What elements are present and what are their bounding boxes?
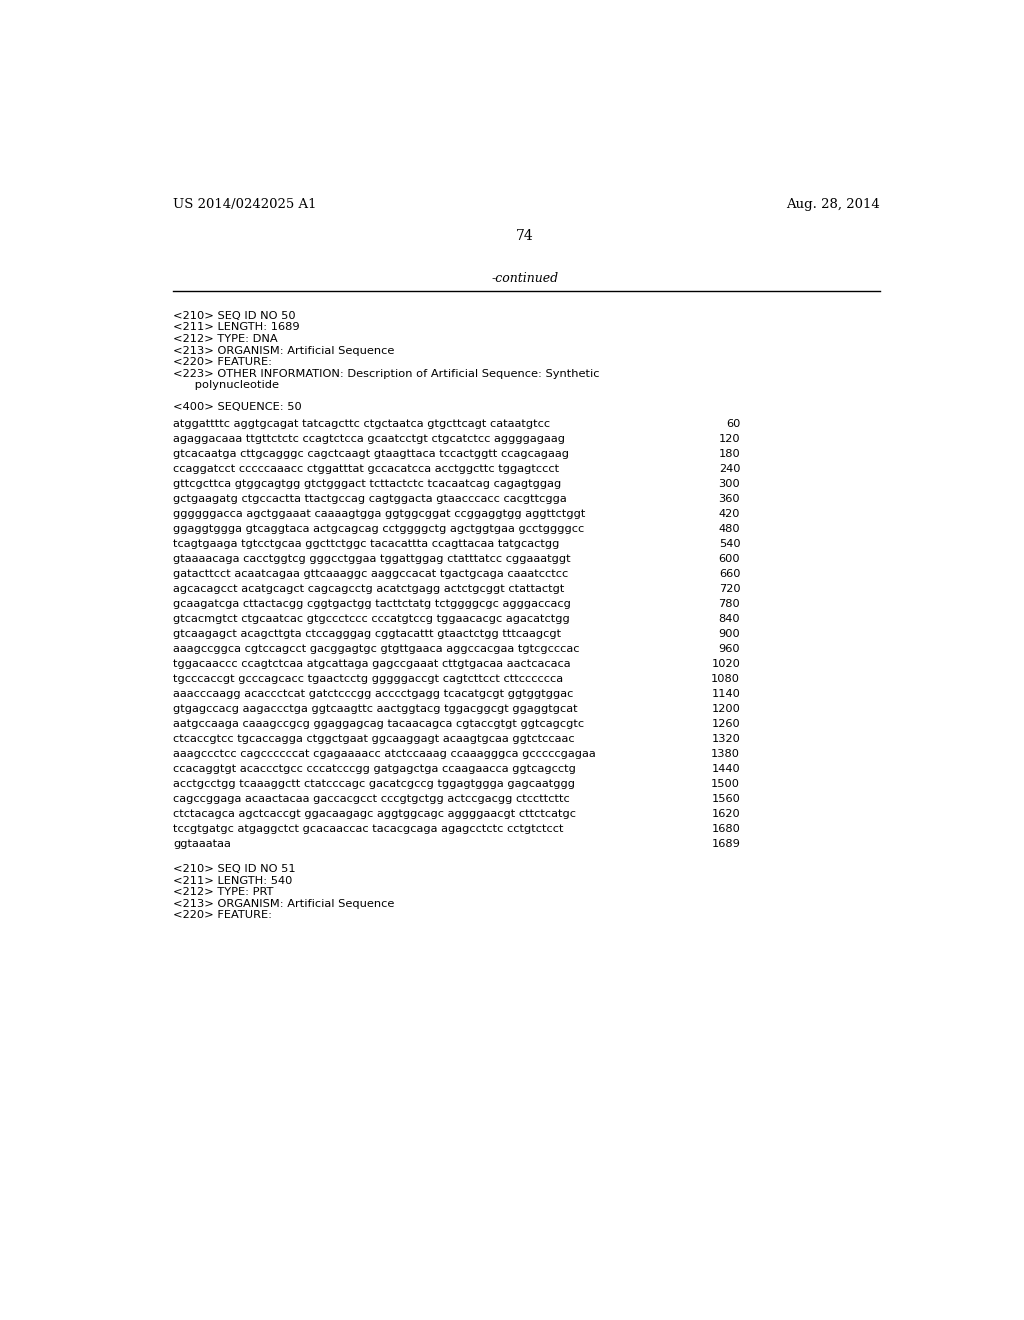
Text: US 2014/0242025 A1: US 2014/0242025 A1: [173, 198, 316, 211]
Text: 1689: 1689: [712, 840, 740, 849]
Text: ccacaggtgt acaccctgcc cccatcccgg gatgagctga ccaagaacca ggtcagcctg: ccacaggtgt acaccctgcc cccatcccgg gatgagc…: [173, 764, 575, 774]
Text: ccaggatcct cccccaaacc ctggatttat gccacatcca acctggcttc tggagtccct: ccaggatcct cccccaaacc ctggatttat gccacat…: [173, 463, 559, 474]
Text: 74: 74: [516, 230, 534, 243]
Text: aaacccaagg acaccctcat gatctcccgg acccctgagg tcacatgcgt ggtggtggac: aaacccaagg acaccctcat gatctcccgg acccctg…: [173, 689, 573, 698]
Text: 1620: 1620: [712, 809, 740, 818]
Text: 120: 120: [719, 434, 740, 444]
Text: 1260: 1260: [712, 719, 740, 729]
Text: aaagccggca cgtccagcct gacggagtgc gtgttgaaca aggccacgaa tgtcgcccac: aaagccggca cgtccagcct gacggagtgc gtgttga…: [173, 644, 580, 653]
Text: 420: 420: [719, 508, 740, 519]
Text: agaggacaaa ttgttctctc ccagtctcca gcaatcctgt ctgcatctcc aggggagaag: agaggacaaa ttgttctctc ccagtctcca gcaatcc…: [173, 434, 565, 444]
Text: <220> FEATURE:: <220> FEATURE:: [173, 911, 272, 920]
Text: tcagtgaaga tgtcctgcaa ggcttctggc tacacattta ccagttacaa tatgcactgg: tcagtgaaga tgtcctgcaa ggcttctggc tacacat…: [173, 539, 559, 549]
Text: <220> FEATURE:: <220> FEATURE:: [173, 358, 272, 367]
Text: <213> ORGANISM: Artificial Sequence: <213> ORGANISM: Artificial Sequence: [173, 899, 394, 908]
Text: aaagccctcc cagccccccat cgagaaaacc atctccaaag ccaaagggca gcccccgagaa: aaagccctcc cagccccccat cgagaaaacc atctcc…: [173, 748, 596, 759]
Text: gttcgcttca gtggcagtgg gtctgggact tcttactctc tcacaatcag cagagtggag: gttcgcttca gtggcagtgg gtctgggact tcttact…: [173, 479, 561, 488]
Text: <210> SEQ ID NO 50: <210> SEQ ID NO 50: [173, 312, 296, 321]
Text: 840: 840: [719, 614, 740, 624]
Text: gtcacmgtct ctgcaatcac gtgccctccc cccatgtccg tggaacacgc agacatctgg: gtcacmgtct ctgcaatcac gtgccctccc cccatgt…: [173, 614, 569, 624]
Text: <211> LENGTH: 540: <211> LENGTH: 540: [173, 875, 292, 886]
Text: <400> SEQUENCE: 50: <400> SEQUENCE: 50: [173, 401, 302, 412]
Text: ggtaaataa: ggtaaataa: [173, 840, 230, 849]
Text: <211> LENGTH: 1689: <211> LENGTH: 1689: [173, 322, 300, 333]
Text: agcacagcct acatgcagct cagcagcctg acatctgagg actctgcggt ctattactgt: agcacagcct acatgcagct cagcagcctg acatctg…: [173, 583, 564, 594]
Text: 600: 600: [719, 554, 740, 564]
Text: gtcacaatga cttgcagggc cagctcaagt gtaagttaca tccactggtt ccagcagaag: gtcacaatga cttgcagggc cagctcaagt gtaagtt…: [173, 449, 569, 458]
Text: 1380: 1380: [712, 748, 740, 759]
Text: ggggggacca agctggaaat caaaagtgga ggtggcggat ccggaggtgg aggttctggt: ggggggacca agctggaaat caaaagtgga ggtggcg…: [173, 508, 586, 519]
Text: polynucleotide: polynucleotide: [173, 380, 279, 391]
Text: 360: 360: [719, 494, 740, 504]
Text: acctgcctgg tcaaaggctt ctatcccagc gacatcgccg tggagtggga gagcaatggg: acctgcctgg tcaaaggctt ctatcccagc gacatcg…: [173, 779, 574, 789]
Text: ggaggtggga gtcaggtaca actgcagcag cctggggctg agctggtgaa gcctggggcc: ggaggtggga gtcaggtaca actgcagcag cctgggg…: [173, 524, 585, 533]
Text: gatacttcct acaatcagaa gttcaaaggc aaggccacat tgactgcaga caaatcctcc: gatacttcct acaatcagaa gttcaaaggc aaggcca…: [173, 569, 568, 578]
Text: gtcaagagct acagcttgta ctccagggag cggtacattt gtaactctgg tttcaagcgt: gtcaagagct acagcttgta ctccagggag cggtaca…: [173, 628, 561, 639]
Text: 960: 960: [719, 644, 740, 653]
Text: 60: 60: [726, 418, 740, 429]
Text: ctcaccgtcc tgcaccagga ctggctgaat ggcaaggagt acaagtgcaa ggtctccaac: ctcaccgtcc tgcaccagga ctggctgaat ggcaagg…: [173, 734, 574, 744]
Text: gtgagccacg aagaccctga ggtcaagttc aactggtacg tggacggcgt ggaggtgcat: gtgagccacg aagaccctga ggtcaagttc aactggt…: [173, 704, 578, 714]
Text: <212> TYPE: PRT: <212> TYPE: PRT: [173, 887, 273, 898]
Text: 900: 900: [719, 628, 740, 639]
Text: 1140: 1140: [712, 689, 740, 698]
Text: gtaaaacaga cacctggtcg gggcctggaa tggattggag ctatttatcc cggaaatggt: gtaaaacaga cacctggtcg gggcctggaa tggattg…: [173, 554, 570, 564]
Text: <212> TYPE: DNA: <212> TYPE: DNA: [173, 334, 278, 345]
Text: 720: 720: [719, 583, 740, 594]
Text: 1500: 1500: [712, 779, 740, 789]
Text: 1440: 1440: [712, 764, 740, 774]
Text: gcaagatcga cttactacgg cggtgactgg tacttctatg tctggggcgc agggaccacg: gcaagatcga cttactacgg cggtgactgg tacttct…: [173, 599, 570, 609]
Text: -continued: -continued: [492, 272, 558, 285]
Text: Aug. 28, 2014: Aug. 28, 2014: [786, 198, 880, 211]
Text: 1200: 1200: [712, 704, 740, 714]
Text: tccgtgatgc atgaggctct gcacaaccac tacacgcaga agagcctctc cctgtctcct: tccgtgatgc atgaggctct gcacaaccac tacacgc…: [173, 824, 563, 834]
Text: 660: 660: [719, 569, 740, 578]
Text: 300: 300: [719, 479, 740, 488]
Text: 540: 540: [719, 539, 740, 549]
Text: gctgaagatg ctgccactta ttactgccag cagtggacta gtaacccacc cacgttcgga: gctgaagatg ctgccactta ttactgccag cagtgga…: [173, 494, 566, 504]
Text: <213> ORGANISM: Artificial Sequence: <213> ORGANISM: Artificial Sequence: [173, 346, 394, 355]
Text: 780: 780: [719, 599, 740, 609]
Text: 1680: 1680: [712, 824, 740, 834]
Text: 1020: 1020: [712, 659, 740, 669]
Text: 1080: 1080: [712, 675, 740, 684]
Text: 180: 180: [719, 449, 740, 458]
Text: 1560: 1560: [712, 795, 740, 804]
Text: 1320: 1320: [712, 734, 740, 744]
Text: ctctacagca agctcaccgt ggacaagagc aggtggcagc aggggaacgt cttctcatgc: ctctacagca agctcaccgt ggacaagagc aggtggc…: [173, 809, 575, 818]
Text: tgcccaccgt gcccagcacc tgaactcctg gggggaccgt cagtcttcct cttcccccca: tgcccaccgt gcccagcacc tgaactcctg gggggac…: [173, 675, 563, 684]
Text: <210> SEQ ID NO 51: <210> SEQ ID NO 51: [173, 865, 296, 874]
Text: cagccggaga acaactacaa gaccacgcct cccgtgctgg actccgacgg ctccttcttc: cagccggaga acaactacaa gaccacgcct cccgtgc…: [173, 795, 569, 804]
Text: <223> OTHER INFORMATION: Description of Artificial Sequence: Synthetic: <223> OTHER INFORMATION: Description of …: [173, 368, 599, 379]
Text: 240: 240: [719, 463, 740, 474]
Text: atggattttc aggtgcagat tatcagcttc ctgctaatca gtgcttcagt cataatgtcc: atggattttc aggtgcagat tatcagcttc ctgctaa…: [173, 418, 550, 429]
Text: tggacaaccc ccagtctcaa atgcattaga gagccgaaat cttgtgacaa aactcacaca: tggacaaccc ccagtctcaa atgcattaga gagccga…: [173, 659, 570, 669]
Text: 480: 480: [719, 524, 740, 533]
Text: aatgccaaga caaagccgcg ggaggagcag tacaacagca cgtaccgtgt ggtcagcgtc: aatgccaaga caaagccgcg ggaggagcag tacaaca…: [173, 719, 584, 729]
